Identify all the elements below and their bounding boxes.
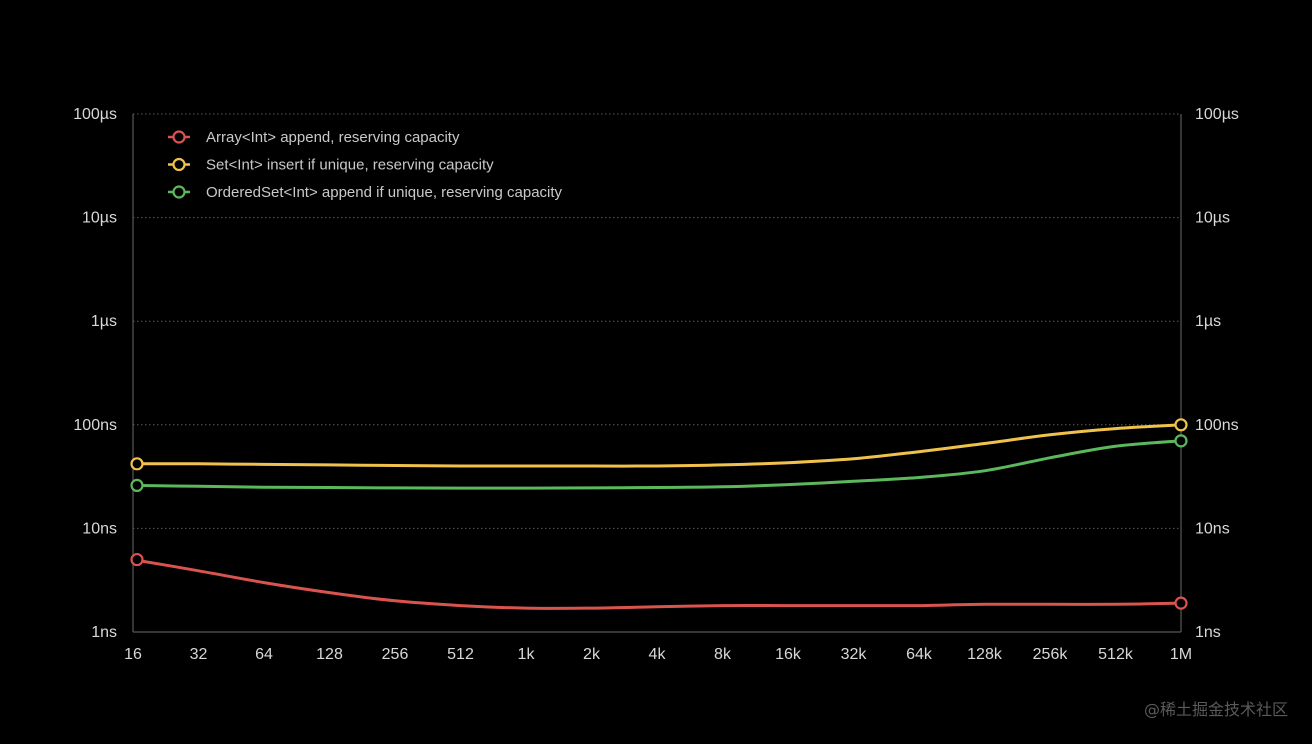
x-tick-label: 64 bbox=[255, 646, 273, 663]
y-tick-label-right: 100µs bbox=[1195, 106, 1239, 123]
x-tick-label: 128 bbox=[316, 646, 343, 663]
series-end-marker-2 bbox=[1174, 434, 1188, 448]
series-line-1 bbox=[131, 423, 1183, 468]
y-tick-label-left: 100ns bbox=[73, 417, 117, 434]
x-tick-label: 32 bbox=[190, 646, 208, 663]
watermark-text: @稀土掘金技术社区 bbox=[1143, 700, 1288, 719]
series-start-marker-1 bbox=[130, 457, 144, 471]
series-end-marker-0 bbox=[1174, 596, 1188, 610]
series-end-marker-1 bbox=[1174, 418, 1188, 432]
x-tick-label: 4k bbox=[649, 646, 667, 663]
legend-swatch-marker bbox=[172, 185, 186, 199]
y-tick-label-left: 100µs bbox=[73, 106, 117, 123]
legend-entry-1: Set<Int> insert if unique, reserving cap… bbox=[206, 157, 494, 174]
y-tick-label-right: 100ns bbox=[1195, 417, 1239, 434]
x-tick-label: 1k bbox=[518, 646, 536, 663]
y-tick-label-right: 10ns bbox=[1195, 520, 1230, 537]
x-tick-label: 1M bbox=[1170, 646, 1192, 663]
x-tick-label: 16 bbox=[124, 646, 142, 663]
y-tick-label-right: 10µs bbox=[1195, 210, 1230, 227]
y-tick-label-left: 10µs bbox=[82, 210, 117, 227]
series-start-marker-2 bbox=[130, 478, 144, 493]
x-tick-label: 256 bbox=[382, 646, 409, 663]
x-tick-label: 512 bbox=[447, 646, 474, 663]
x-tick-label: 64k bbox=[906, 646, 933, 663]
legend-entry-0: Array<Int> append, reserving capacity bbox=[206, 129, 460, 146]
x-tick-label: 128k bbox=[967, 646, 1003, 663]
x-tick-label: 256k bbox=[1033, 646, 1069, 663]
x-tick-label: 512k bbox=[1098, 646, 1134, 663]
y-tick-label-left: 1µs bbox=[91, 313, 117, 330]
series-start-marker-0 bbox=[130, 552, 144, 567]
x-tick-label: 8k bbox=[714, 646, 732, 663]
x-tick-label: 32k bbox=[841, 646, 868, 663]
y-tick-label-right: 1ns bbox=[1195, 624, 1221, 641]
legend-entry-2: OrderedSet<Int> append if unique, reserv… bbox=[206, 184, 563, 201]
legend-swatch-marker bbox=[172, 157, 186, 172]
series-line-2 bbox=[131, 439, 1183, 490]
series-line-0 bbox=[131, 558, 1183, 610]
y-tick-label-right: 1µs bbox=[1195, 313, 1221, 330]
x-tick-label: 2k bbox=[583, 646, 601, 663]
x-tick-label: 16k bbox=[775, 646, 802, 663]
y-tick-label-left: 1ns bbox=[91, 624, 117, 641]
y-tick-label-left: 10ns bbox=[82, 520, 117, 537]
legend-swatch-marker bbox=[172, 130, 186, 144]
